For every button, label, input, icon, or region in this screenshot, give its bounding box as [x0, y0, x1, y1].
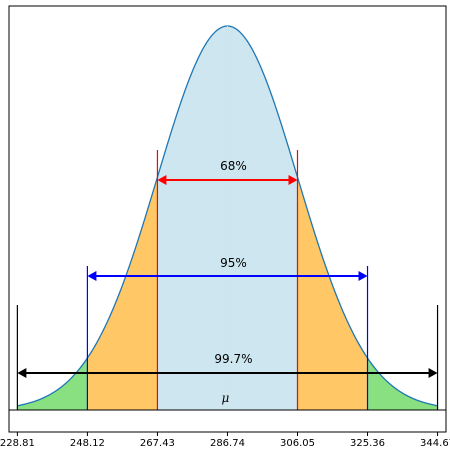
mean-label: μ [222, 391, 230, 405]
x-axis: 228.81 248.12 267.43 286.74 306.05 325.36 344.… [0, 432, 450, 449]
x-tick-label: 325.36 [350, 438, 385, 449]
tail-fill-left [17, 358, 88, 410]
band-1-label: 68% [220, 159, 247, 173]
x-tick-label: 248.12 [70, 438, 105, 449]
x-tick-label: 286.74 [210, 438, 245, 449]
tail-fill-right [367, 358, 438, 410]
band-2-label: 95% [220, 256, 247, 270]
x-tick-label: 344.67 [420, 438, 450, 449]
band-brackets: 68% 95% 99.7% [16, 150, 439, 410]
x-tick-label: 267.43 [140, 438, 175, 449]
x-tick-label: 306.05 [280, 438, 315, 449]
band-3-arrowhead-right [428, 368, 438, 378]
band-2-arrowhead-right [358, 271, 368, 281]
band-3-arrowhead-left [17, 368, 27, 378]
band-1-arrowhead-right [288, 175, 298, 185]
x-tick-label: 228.81 [0, 438, 35, 449]
band-2-arrowhead-left [87, 271, 97, 281]
band-3-label: 99.7% [214, 352, 252, 366]
band-1-arrowhead-left [157, 175, 167, 185]
